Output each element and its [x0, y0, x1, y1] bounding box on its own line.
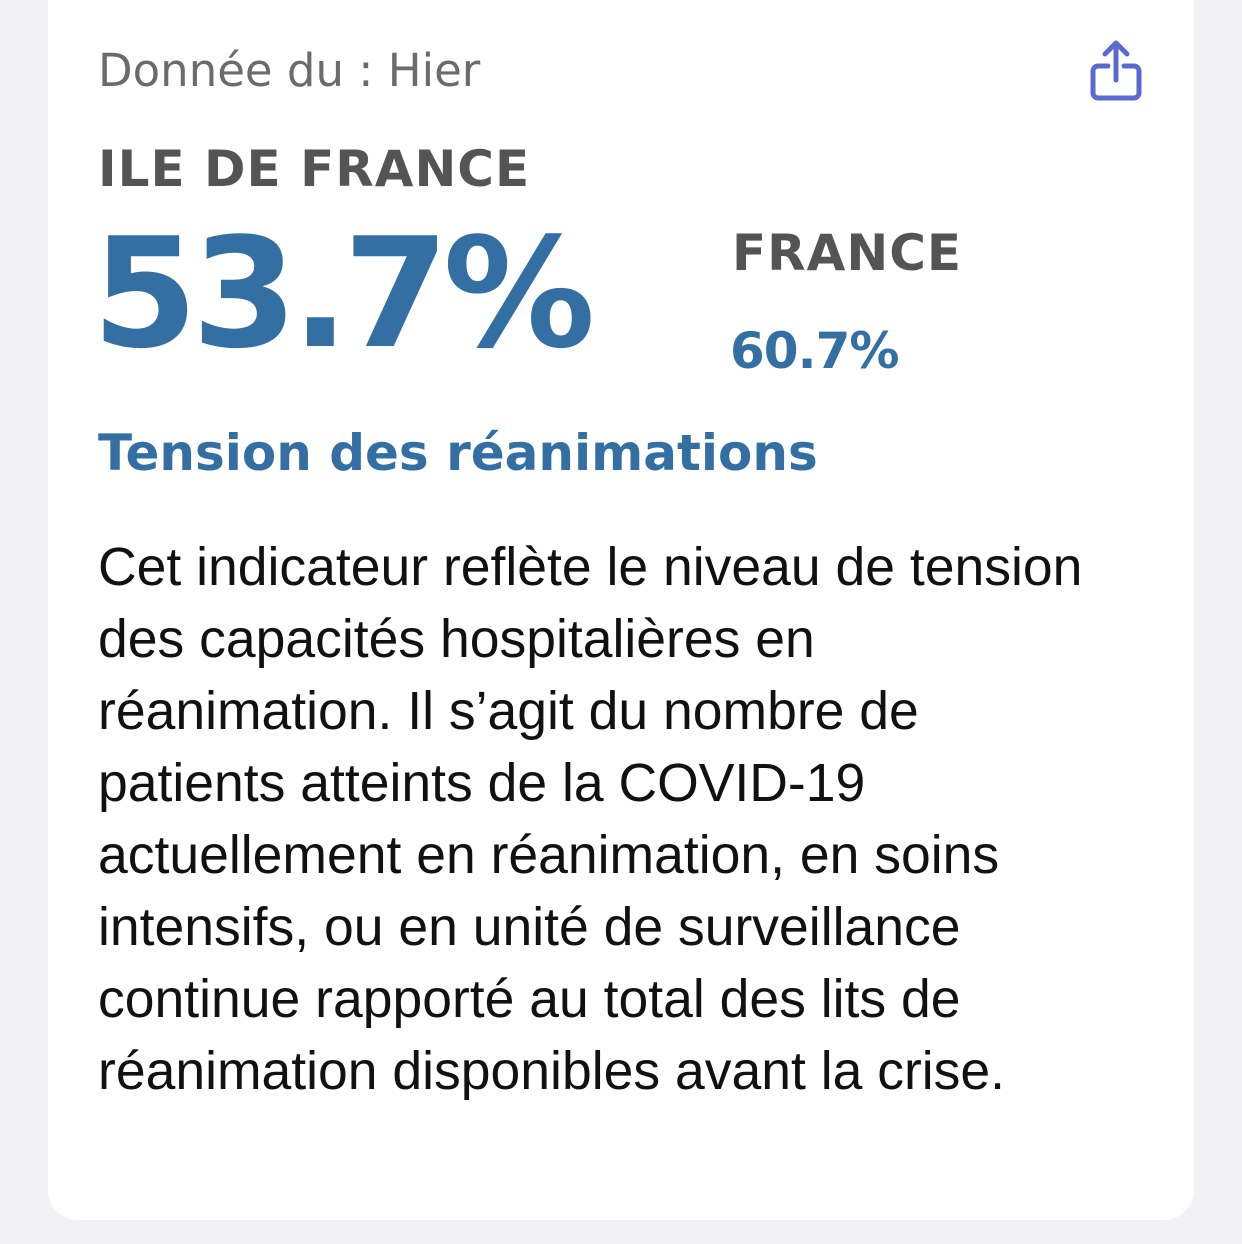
share-button[interactable] [1086, 38, 1146, 104]
share-icon [1090, 40, 1142, 101]
region-name: ILE DE FRANCE [98, 140, 531, 198]
comparison-value: 60.7% [730, 322, 899, 380]
data-date-label: Donnée du : Hier [98, 44, 481, 97]
indicator-title: Tension des réanimations [98, 424, 818, 482]
region-tension-value: 53.7% [92, 205, 595, 382]
indicator-card [48, 0, 1194, 1220]
comparison-label: FRANCE [732, 224, 963, 282]
indicator-description: Cet indicateur reflète le niveau de tens… [98, 538, 1083, 1101]
